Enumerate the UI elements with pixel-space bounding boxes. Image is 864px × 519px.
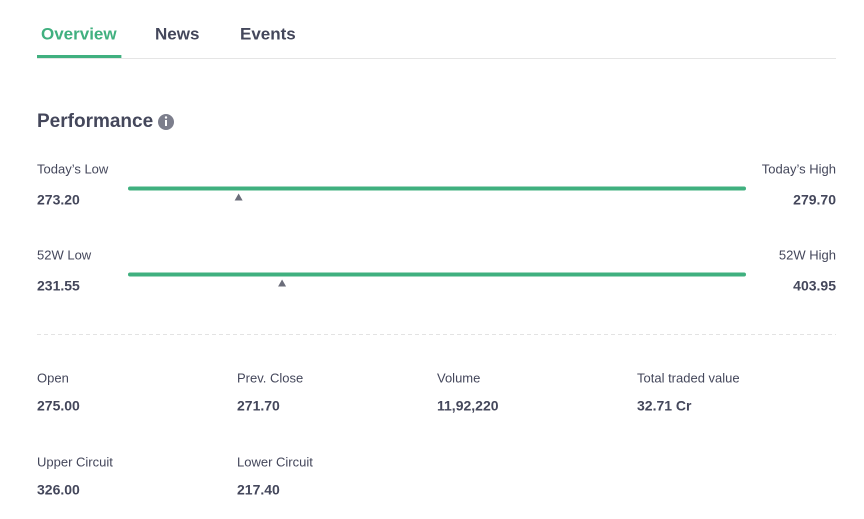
stat-value: 217.40 [237, 482, 280, 498]
range-high-value: 403.95 [793, 278, 836, 294]
range-low-value: 231.55 [37, 278, 80, 294]
stat-label: Lower Circuit [237, 454, 313, 469]
tab[interactable]: News [155, 24, 199, 43]
stat-value: 11,92,220 [437, 398, 499, 414]
range-high-label: Today’s High [762, 161, 836, 176]
stat-label: Total traded value [637, 370, 740, 385]
active-tab-indicator [37, 55, 122, 58]
stat-label: Prev. Close [237, 370, 303, 385]
stat-label: Volume [437, 370, 480, 385]
range-high-label: 52W High [779, 247, 836, 262]
range-low-value: 273.20 [37, 192, 80, 208]
stat-label: Open [37, 370, 69, 385]
stat-value: 275.00 [37, 398, 80, 414]
tab[interactable]: Overview [41, 24, 117, 43]
stat-value: 32.71 Cr [637, 398, 692, 414]
range-low-label: 52W Low [37, 247, 92, 262]
range-high-value: 279.70 [793, 192, 836, 208]
info-icon[interactable] [158, 114, 174, 130]
stat-value: 271.70 [237, 398, 280, 414]
stat-label: Upper Circuit [37, 454, 113, 469]
range-low-label: Today’s Low [37, 161, 109, 176]
range-marker [234, 193, 243, 201]
section-title: Performance [37, 111, 153, 132]
stat-value: 326.00 [37, 482, 80, 498]
range-marker [278, 279, 287, 287]
tab[interactable]: Events [240, 24, 296, 43]
